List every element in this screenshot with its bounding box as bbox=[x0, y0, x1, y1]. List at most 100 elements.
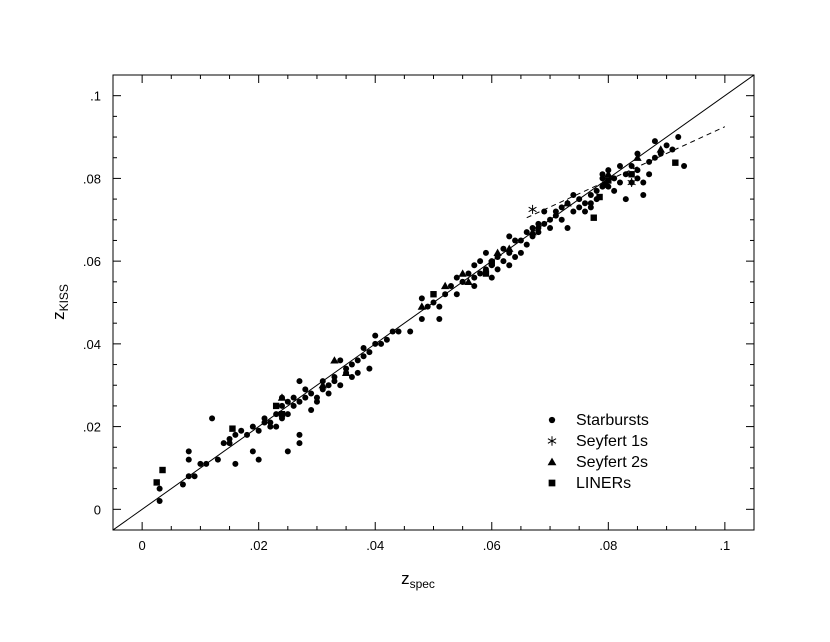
data-point-starbursts bbox=[197, 460, 204, 467]
marks-layer bbox=[113, 75, 754, 530]
data-point-starbursts bbox=[273, 423, 280, 430]
data-point-starbursts bbox=[255, 427, 262, 434]
x-tick-label: .08 bbox=[599, 538, 617, 553]
data-point-starbursts bbox=[331, 373, 338, 380]
data-point-starbursts bbox=[284, 398, 291, 405]
data-point-starbursts bbox=[675, 134, 682, 141]
data-point-seyfert-2s bbox=[318, 381, 327, 389]
data-point-starbursts bbox=[308, 407, 315, 414]
data-point-starbursts bbox=[465, 270, 472, 277]
data-point-starbursts bbox=[284, 411, 291, 418]
x-tick-label: .04 bbox=[366, 538, 384, 553]
y-axis-label-sub: KISS bbox=[57, 284, 71, 311]
data-point-seyfert-2s bbox=[330, 356, 339, 364]
data-point-starbursts bbox=[547, 225, 554, 232]
data-point-starbursts bbox=[302, 386, 309, 393]
data-point-starbursts bbox=[517, 237, 524, 244]
data-point-liners bbox=[278, 410, 286, 418]
data-point-seyfert-2s bbox=[417, 302, 427, 310]
data-point-starbursts bbox=[214, 456, 221, 463]
data-point-starbursts bbox=[278, 402, 285, 409]
data-point-starbursts bbox=[424, 303, 431, 310]
data-point-seyfert-2s bbox=[604, 170, 613, 178]
data-point-seyfert-2s bbox=[633, 153, 642, 161]
x-axis-label-main: z bbox=[401, 569, 410, 588]
data-point-starbursts bbox=[512, 237, 519, 244]
data-point-starbursts bbox=[360, 345, 367, 351]
data-point-starbursts bbox=[296, 431, 303, 438]
data-point-starbursts bbox=[337, 357, 344, 364]
data-point-starbursts bbox=[471, 282, 478, 289]
data-point-starbursts bbox=[453, 274, 460, 281]
data-point-starbursts bbox=[535, 229, 542, 236]
data-point-starbursts bbox=[226, 440, 233, 447]
data-point-starbursts bbox=[308, 390, 315, 397]
data-point-seyfert-2s bbox=[563, 199, 572, 207]
data-point-starbursts bbox=[558, 204, 565, 211]
data-point-liners bbox=[488, 260, 495, 267]
legend-label-seyfert-1s: Seyfert 1s bbox=[576, 433, 648, 450]
data-point-starbursts bbox=[651, 138, 658, 145]
x-tick-label: 0 bbox=[139, 538, 146, 553]
data-point-starbursts bbox=[436, 303, 443, 310]
data-point-starbursts bbox=[570, 208, 577, 215]
data-point-liners bbox=[602, 181, 609, 188]
data-point-starbursts bbox=[442, 291, 449, 298]
data-point-starbursts bbox=[389, 328, 396, 335]
data-point-starbursts bbox=[622, 196, 629, 203]
data-point-starbursts bbox=[582, 208, 589, 215]
data-point-starbursts bbox=[640, 179, 647, 186]
legend-marker-liners bbox=[548, 479, 556, 487]
data-point-starbursts bbox=[558, 216, 565, 223]
data-point-seyfert-1s bbox=[528, 204, 537, 214]
legend-marker-seyfert-2s bbox=[547, 457, 557, 466]
data-point-starbursts bbox=[482, 249, 489, 256]
data-point-seyfert-2s bbox=[464, 277, 473, 285]
data-point-starbursts bbox=[249, 423, 256, 430]
legend-marker-starbursts bbox=[548, 416, 556, 424]
series-seyfert-1s bbox=[528, 178, 636, 214]
data-point-starbursts bbox=[407, 328, 414, 335]
data-point-starbursts bbox=[156, 498, 163, 505]
data-point-starbursts bbox=[337, 382, 344, 389]
data-point-starbursts bbox=[599, 171, 606, 178]
data-point-liners bbox=[628, 171, 635, 178]
legend-marker-seyfert-1s bbox=[547, 436, 557, 446]
data-point-starbursts bbox=[267, 419, 274, 426]
y-tick-label: 0 bbox=[94, 502, 101, 517]
data-point-starbursts bbox=[663, 142, 670, 149]
data-point-starbursts bbox=[296, 440, 303, 447]
data-point-starbursts bbox=[500, 258, 507, 265]
data-point-starbursts bbox=[331, 378, 338, 385]
data-point-starbursts bbox=[179, 481, 186, 488]
legend: Starbursts Seyfert 1s Seyfert 2s LINERs bbox=[547, 412, 649, 492]
data-point-starbursts bbox=[506, 233, 513, 240]
data-point-starbursts bbox=[348, 361, 355, 368]
data-point-starbursts bbox=[488, 274, 495, 281]
y-tick-label: .04 bbox=[83, 337, 101, 352]
data-point-starbursts bbox=[523, 229, 530, 236]
data-point-liners bbox=[153, 479, 160, 486]
data-point-starbursts bbox=[372, 340, 379, 347]
data-point-liners bbox=[482, 270, 490, 277]
data-point-starbursts bbox=[366, 349, 373, 356]
data-point-liners bbox=[272, 402, 280, 410]
data-point-seyfert-2s bbox=[277, 393, 287, 401]
data-point-starbursts bbox=[191, 473, 198, 480]
data-point-starbursts bbox=[616, 179, 623, 186]
data-point-starbursts bbox=[418, 295, 425, 302]
data-point-starbursts bbox=[290, 394, 297, 401]
data-point-starbursts bbox=[681, 163, 688, 169]
data-point-starbursts bbox=[267, 423, 274, 430]
data-point-starbursts bbox=[587, 191, 594, 198]
data-point-starbursts bbox=[494, 266, 501, 273]
data-point-starbursts bbox=[261, 419, 268, 426]
data-point-starbursts bbox=[249, 448, 256, 455]
data-point-starbursts bbox=[552, 212, 559, 219]
data-point-starbursts bbox=[570, 191, 577, 198]
data-point-starbursts bbox=[383, 336, 390, 343]
data-point-starbursts bbox=[348, 373, 355, 380]
data-point-starbursts bbox=[395, 328, 402, 335]
data-point-starbursts bbox=[156, 485, 163, 492]
